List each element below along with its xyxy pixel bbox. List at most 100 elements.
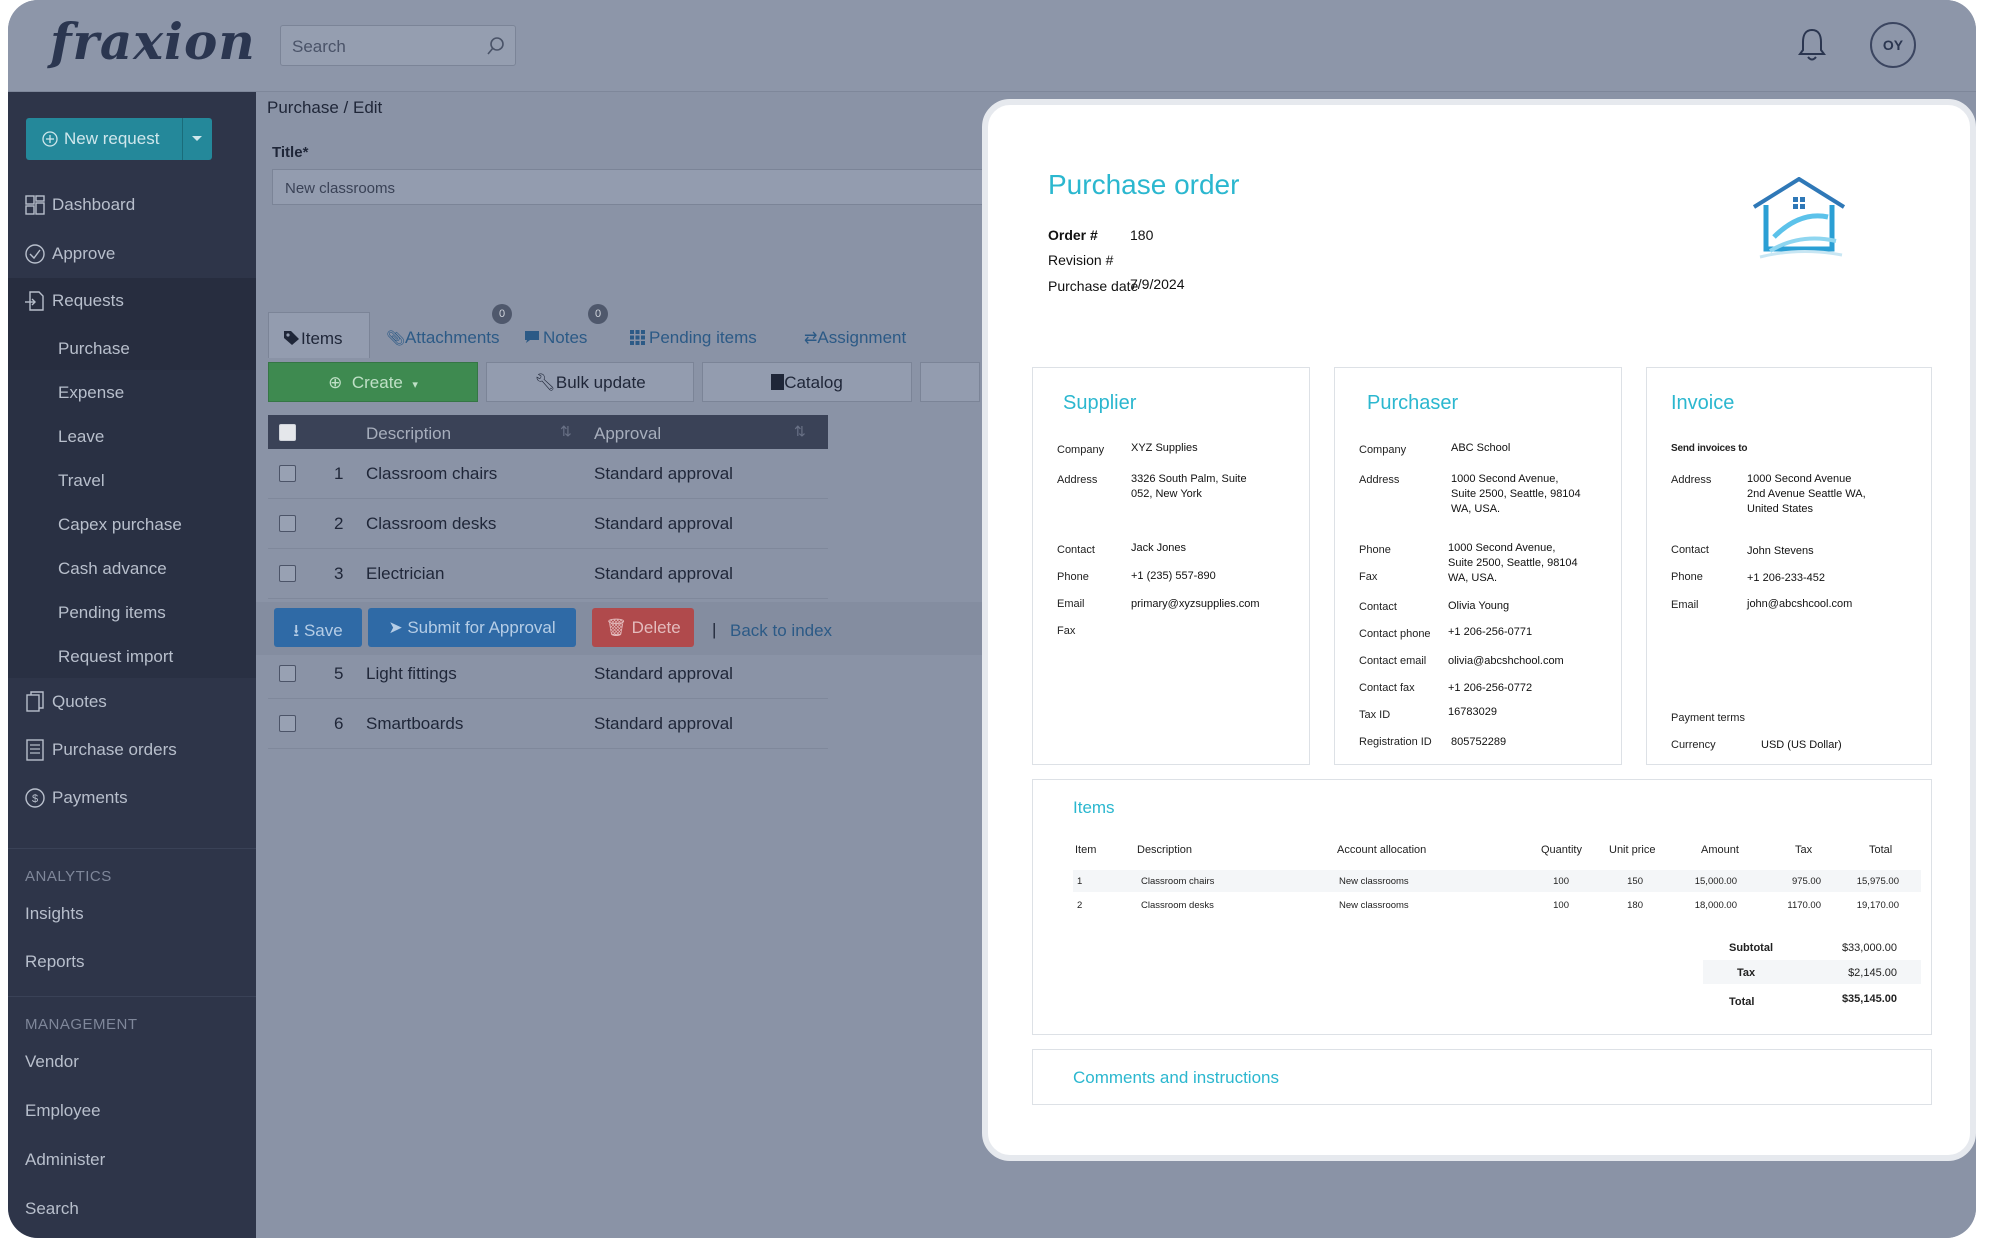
row-checkbox[interactable] bbox=[279, 665, 296, 682]
sidebar-item-request-import[interactable]: Request import bbox=[8, 634, 256, 678]
row-checkbox[interactable] bbox=[279, 715, 296, 732]
invoice-card: Invoice Send invoices to Address 1000 Se… bbox=[1646, 367, 1932, 765]
po-item-unit-price: 150 bbox=[1627, 876, 1643, 887]
sidebar-item-reports[interactable]: Reports bbox=[8, 939, 256, 983]
select-all-checkbox[interactable] bbox=[279, 424, 296, 441]
tab-assignment[interactable]: ⇄Assignment bbox=[804, 312, 906, 358]
tab-pending-items[interactable]: Pending items bbox=[630, 312, 757, 358]
supplier-company-label: Company bbox=[1057, 444, 1105, 456]
po-item-unit-price: 180 bbox=[1627, 900, 1643, 911]
delete-button[interactable]: 🗑︎ Delete bbox=[592, 608, 694, 647]
tab-items[interactable]: Items bbox=[268, 312, 370, 358]
documents-icon bbox=[26, 691, 44, 712]
sidebar-item-vendor[interactable]: Vendor bbox=[8, 1039, 256, 1083]
supplier-email: primary@xyzsupplies.com bbox=[1131, 598, 1260, 610]
purchaser-phone: 1000 Second Avenue, Suite 2500, Seattle,… bbox=[1448, 542, 1578, 584]
subtotal-value: $33,000.00 bbox=[1841, 942, 1897, 954]
delete-label: Delete bbox=[631, 618, 681, 637]
sidebar-item-leave[interactable]: Leave bbox=[8, 414, 256, 458]
sidebar-item-expense[interactable]: Expense bbox=[8, 370, 256, 414]
po-item-description: Classroom chairs bbox=[1141, 876, 1215, 887]
more-toolbar-button[interactable] bbox=[920, 362, 980, 402]
row-description: Classroom desks bbox=[366, 514, 497, 533]
col-unit-price: Unit price bbox=[1609, 844, 1656, 856]
notification-bell-icon[interactable] bbox=[1796, 27, 1828, 63]
tab-notes[interactable]: Notes 0 bbox=[524, 304, 608, 358]
row-checkbox[interactable] bbox=[279, 515, 296, 532]
registration-id: 805752289 bbox=[1451, 736, 1507, 748]
chevron-down-icon[interactable] bbox=[192, 136, 202, 141]
sidebar-item-purchase[interactable]: Purchase bbox=[8, 326, 256, 370]
sidebar-item-label: Pending items bbox=[58, 603, 166, 622]
comments-heading: Comments and instructions bbox=[1073, 1068, 1279, 1087]
download-icon: ⭳ bbox=[293, 621, 300, 640]
grand-total-label: Total bbox=[1729, 996, 1755, 1008]
sidebar-item-capex-purchase[interactable]: Capex purchase bbox=[8, 502, 256, 546]
search-box[interactable]: Search bbox=[280, 25, 516, 66]
button-divider bbox=[182, 118, 183, 160]
totals-stripe bbox=[1703, 960, 1921, 984]
invoice-address-label: Address bbox=[1671, 474, 1712, 486]
row-checkbox[interactable] bbox=[279, 465, 296, 482]
contact-phone: +1 206-256-0771 bbox=[1448, 626, 1533, 638]
sidebar: New request Dashboard Approve Requests P… bbox=[8, 92, 256, 1238]
separator: | bbox=[712, 620, 717, 639]
sidebar-item-dashboard[interactable]: Dashboard bbox=[8, 182, 256, 226]
sidebar-item-label: Approve bbox=[52, 244, 116, 263]
tab-label: Pending items bbox=[649, 328, 757, 347]
row-description: Electrician bbox=[366, 564, 445, 583]
column-header-description[interactable]: Description bbox=[366, 424, 452, 443]
create-button[interactable]: ⊕ Create ▾ bbox=[268, 362, 478, 402]
sidebar-item-requests[interactable]: Requests bbox=[8, 278, 256, 326]
sidebar-item-employee[interactable]: Employee bbox=[8, 1088, 256, 1132]
sidebar-item-label: Requests bbox=[52, 291, 124, 310]
purchaser-contact-label: Contact bbox=[1359, 601, 1397, 613]
row-number: 1 bbox=[334, 464, 344, 483]
row-checkbox[interactable] bbox=[279, 565, 296, 582]
column-header-approval[interactable]: Approval bbox=[594, 424, 662, 443]
col-quantity: Quantity bbox=[1541, 844, 1582, 856]
sidebar-item-label: Request import bbox=[58, 647, 174, 666]
purchaser-address: 1000 Second Avenue, Suite 2500, Seattle,… bbox=[1451, 473, 1581, 515]
search-icon[interactable] bbox=[485, 35, 507, 57]
supplier-phone-label: Phone bbox=[1057, 571, 1089, 583]
submit-for-approval-button[interactable]: ➤ Submit for Approval bbox=[368, 608, 576, 647]
col-total: Total bbox=[1869, 844, 1893, 856]
user-avatar[interactable]: OY bbox=[1870, 22, 1916, 68]
sidebar-item-purchase-orders[interactable]: Purchase orders bbox=[8, 727, 256, 771]
sidebar-item-quotes[interactable]: Quotes bbox=[8, 679, 256, 723]
supplier-phone: +1 (235) 557-890 bbox=[1131, 570, 1216, 582]
sidebar-item-approve[interactable]: Approve bbox=[8, 231, 256, 275]
sidebar-item-label: Vendor bbox=[25, 1052, 79, 1071]
contact-phone-label: Contact phone bbox=[1359, 628, 1431, 640]
sidebar-item-search[interactable]: Search bbox=[8, 1186, 256, 1230]
new-request-button[interactable]: New request bbox=[26, 118, 212, 160]
row-description: Classroom chairs bbox=[366, 464, 498, 483]
catalog-button[interactable]: Catalog bbox=[702, 362, 912, 402]
sidebar-item-label: Purchase bbox=[58, 339, 130, 358]
sidebar-item-insights[interactable]: Insights bbox=[8, 891, 256, 935]
sidebar-item-payments[interactable]: $ Payments bbox=[8, 775, 256, 819]
sidebar-item-cash-advance[interactable]: Cash advance bbox=[8, 546, 256, 590]
save-button[interactable]: ⭳ Save bbox=[274, 608, 362, 647]
app-logo[interactable]: fraxion bbox=[50, 12, 256, 71]
sort-icon[interactable]: ⇅ bbox=[794, 423, 806, 439]
sidebar-item-pending-items[interactable]: Pending items bbox=[8, 590, 256, 634]
sidebar-item-label: Leave bbox=[58, 427, 105, 446]
row-description: Smartboards bbox=[366, 714, 464, 733]
sidebar-item-label: Employee bbox=[25, 1101, 101, 1120]
sidebar-item-travel[interactable]: Travel bbox=[8, 458, 256, 502]
sidebar-item-administer[interactable]: Administer bbox=[8, 1137, 256, 1181]
tab-attachments[interactable]: 📎︎Attachments 0 bbox=[386, 304, 512, 358]
title-input[interactable]: New classrooms bbox=[272, 169, 992, 205]
sort-icon[interactable]: ⇅ bbox=[560, 423, 572, 439]
purchase-order-preview-modal: Purchase order Order # 180 Revision # Pu… bbox=[982, 99, 1976, 1161]
back-to-index-link[interactable]: Back to index bbox=[730, 621, 833, 640]
bulk-update-button[interactable]: 🔧︎Bulk update bbox=[486, 362, 694, 402]
grand-total-value: $35,145.00 bbox=[1841, 993, 1897, 1005]
